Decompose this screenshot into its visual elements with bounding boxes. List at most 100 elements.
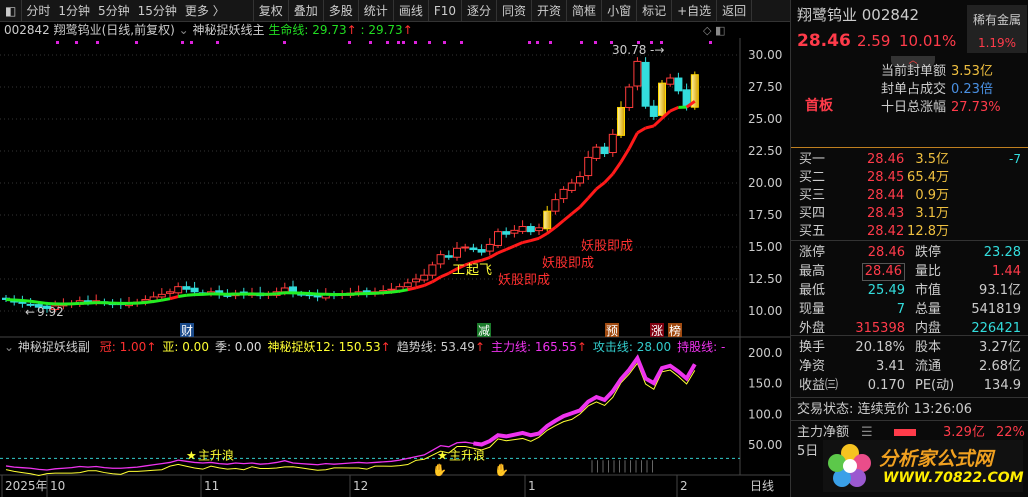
toolbar-button[interactable]: 画线 bbox=[394, 0, 429, 22]
bid-row[interactable]: 买五 28.42 12.8万 bbox=[791, 222, 1028, 241]
diamond-icon[interactable]: ◇ ◧ bbox=[703, 24, 726, 37]
stat-label: 跌停 bbox=[915, 245, 942, 260]
toolbar-button[interactable]: 逐分 bbox=[462, 0, 498, 22]
candle bbox=[453, 242, 461, 261]
bid-row[interactable]: 买一 28.46 3.5亿 -7 bbox=[791, 150, 1028, 169]
kline-chart[interactable]: 30.00 27.50 25.00 22.50 20.00 17.50 15.00 12.50… bbox=[0, 38, 790, 497]
y-tick-label: 10.00 bbox=[748, 304, 782, 318]
candle-body bbox=[649, 105, 658, 117]
event-marker-label: 榜 bbox=[669, 323, 681, 338]
x-tick-label: 2025年 bbox=[5, 479, 48, 493]
toolbar-button[interactable]: F10 bbox=[429, 0, 462, 22]
toolbar-button[interactable]: 开资 bbox=[532, 0, 568, 22]
life-line-segment bbox=[513, 241, 524, 248]
candle-body bbox=[26, 303, 35, 306]
candle-body bbox=[617, 106, 625, 136]
list-icon[interactable]: ☰ bbox=[861, 425, 873, 440]
life-line-segment bbox=[652, 117, 664, 128]
candle bbox=[674, 72, 683, 95]
sub-y-tick-label: 200.0 bbox=[748, 346, 782, 360]
toolbar-button[interactable]: 叠加 bbox=[289, 0, 324, 22]
candle-body bbox=[502, 231, 511, 235]
period-tab[interactable]: 5分钟 bbox=[98, 3, 130, 18]
chart-info-line: 002842 翔鹭钨业(日线,前复权) ⌄ 神秘捉妖线主 生命线: 29.73↑… bbox=[0, 22, 413, 38]
signal-annotation: 妖股即成 bbox=[498, 273, 550, 288]
second-line-value: : 29.73 bbox=[360, 23, 403, 37]
stat-value: 7 bbox=[896, 302, 905, 317]
toolbar-button[interactable]: +自选 bbox=[672, 0, 718, 22]
candle-body bbox=[412, 278, 420, 283]
signal-dot bbox=[96, 41, 99, 44]
toolbar-button[interactable]: 小窗 bbox=[602, 0, 638, 22]
candle-body bbox=[51, 305, 60, 310]
x-tick-label: 10 bbox=[50, 479, 65, 493]
candle-body bbox=[453, 247, 461, 258]
event-marker-label: 预 bbox=[606, 324, 618, 338]
stat-label: 涨停 bbox=[799, 245, 826, 260]
signal-dot bbox=[536, 41, 539, 44]
candle-body bbox=[666, 77, 675, 85]
sub-y-tick-label: 50.00 bbox=[748, 438, 782, 452]
life-line-segment bbox=[473, 258, 482, 264]
period-tab[interactable]: 15分钟 bbox=[137, 3, 177, 18]
candle bbox=[75, 296, 84, 307]
main-force-line bbox=[5, 356, 696, 471]
collapse-button[interactable]: ︿ bbox=[891, 56, 935, 68]
life-line-segment bbox=[546, 226, 557, 235]
stat-value: 541819 bbox=[971, 302, 1021, 317]
toolbar-button[interactable]: 统计 bbox=[359, 0, 394, 22]
bid-label: 买二 bbox=[799, 170, 826, 185]
main-wave-annotation: 主升浪 bbox=[198, 448, 234, 463]
stat-label: 市值 bbox=[915, 283, 942, 298]
y-tick-label: 12.50 bbox=[748, 272, 782, 286]
life-line-segment bbox=[309, 292, 318, 296]
bid-row[interactable]: 买二 28.45 65.4万 bbox=[791, 168, 1028, 187]
sub-toggle-icon[interactable]: ⌄ bbox=[4, 340, 15, 354]
sub-y-tick-label: 100.0 bbox=[748, 407, 782, 421]
stat-label: 现量 bbox=[799, 302, 826, 317]
bid-label: 买三 bbox=[799, 188, 826, 203]
stat-row: 净资 3.41 流通 2.68亿 bbox=[791, 357, 1028, 376]
sector-badge[interactable]: 稀有金属 1.19% bbox=[967, 5, 1027, 53]
indicator-toggle-icon[interactable]: ⌄ bbox=[178, 23, 189, 37]
seal-value: 3.53亿 bbox=[951, 64, 993, 79]
seal-row: 当前封单额 3.53亿 bbox=[791, 62, 1028, 81]
trade-status: 交易状态: 连续竞价 13:26:06 bbox=[797, 402, 973, 417]
life-line-segment bbox=[489, 251, 499, 259]
candle bbox=[658, 79, 666, 120]
toolbar-button[interactable]: 同资 bbox=[497, 0, 533, 22]
stat-label: 股本 bbox=[915, 340, 942, 355]
stat-row: 换手 20.18% 股本 3.27亿 bbox=[791, 338, 1028, 357]
toolbar-button[interactable]: 复权 bbox=[254, 0, 289, 22]
high-arrow-icon: -→ bbox=[650, 43, 664, 57]
life-line-segment bbox=[374, 291, 384, 295]
bid-row[interactable]: 买三 28.44 0.9万 bbox=[791, 186, 1028, 205]
signal-dot bbox=[56, 41, 59, 44]
period-tab[interactable]: 1分钟 bbox=[58, 3, 90, 18]
period-tab[interactable]: 分时 bbox=[26, 3, 51, 18]
seal-value: 0.23倍 bbox=[951, 82, 993, 97]
toolbar-button[interactable]: 返回 bbox=[717, 0, 753, 22]
x-tick-label: 2 bbox=[680, 479, 688, 493]
sub-indicator-value: 持股线: - bbox=[677, 340, 726, 354]
toolbar-button[interactable]: 多股 bbox=[324, 0, 359, 22]
period-tab[interactable]: 更多 〉 bbox=[184, 3, 225, 18]
divider bbox=[791, 147, 1028, 148]
candle-body bbox=[625, 86, 634, 108]
stat-row: 最低 25.49 市值 93.1亿 bbox=[791, 281, 1028, 300]
toolbar-button[interactable]: 简框 bbox=[567, 0, 603, 22]
life-line-segment bbox=[611, 161, 623, 175]
candle bbox=[600, 142, 609, 158]
toolbar-button[interactable]: 标记 bbox=[637, 0, 673, 22]
main-wave-annotation: 主升浪 bbox=[449, 448, 485, 463]
candle bbox=[166, 288, 174, 298]
candle bbox=[584, 151, 593, 180]
stat-label: 流通 bbox=[915, 359, 942, 374]
candle bbox=[559, 186, 568, 203]
up-arrow-icon: ↑ bbox=[474, 340, 485, 354]
life-line-segment bbox=[481, 256, 491, 262]
life-line-segment bbox=[636, 126, 647, 135]
price-change: 2.59 bbox=[857, 32, 891, 50]
panel-toggle-button[interactable]: ◧ bbox=[0, 0, 23, 22]
bid-row[interactable]: 买四 28.43 3.1万 bbox=[791, 204, 1028, 223]
